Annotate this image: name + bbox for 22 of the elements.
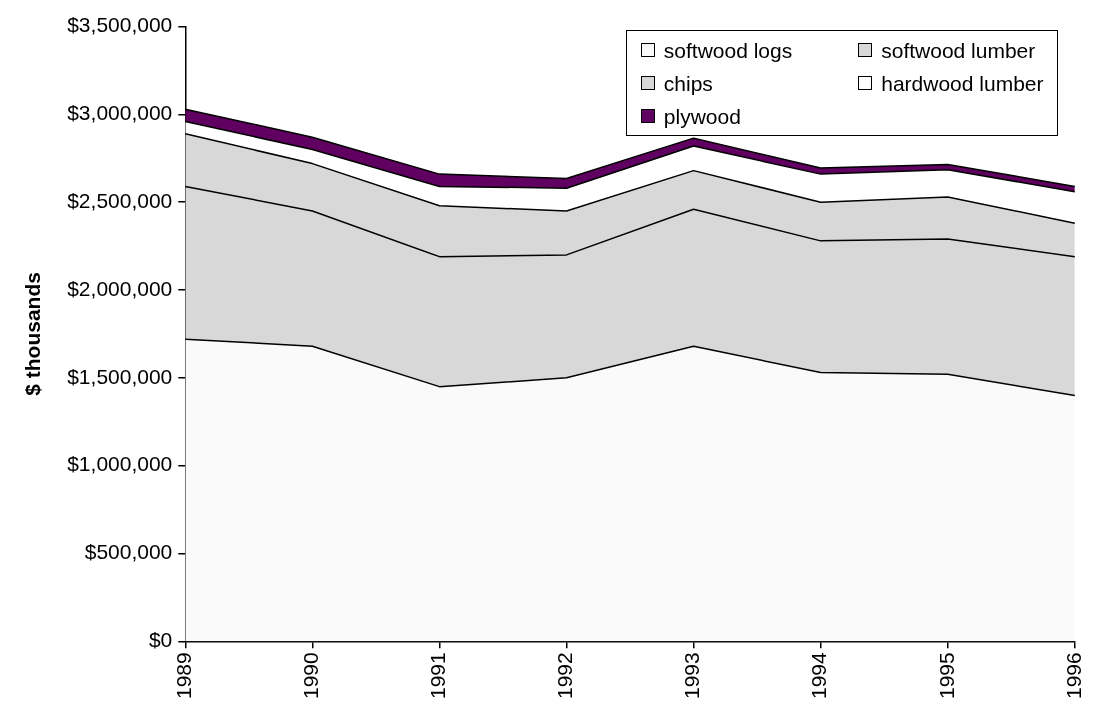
x-tick-label: 1991 bbox=[426, 652, 450, 699]
x-tick-label: 1996 bbox=[1061, 652, 1085, 699]
y-tick-label: $3,500,000 bbox=[67, 13, 173, 37]
legend-label: softwood lumber bbox=[881, 37, 1036, 64]
x-tick-label: 1993 bbox=[680, 652, 704, 699]
y-tick-label: $2,000,000 bbox=[67, 276, 173, 300]
y-tick-label: $0 bbox=[148, 628, 173, 652]
x-tick-label: 1995 bbox=[934, 652, 958, 699]
y-tick-label: $2,500,000 bbox=[67, 189, 173, 213]
y-tick-label: $500,000 bbox=[84, 540, 173, 564]
x-tick-label: 1989 bbox=[172, 652, 196, 699]
y-tick-label: $1,000,000 bbox=[67, 452, 173, 476]
y-axis-title: $ thousands bbox=[21, 272, 45, 396]
legend-label: hardwood lumber bbox=[881, 70, 1044, 97]
y-tick-label: $3,000,000 bbox=[67, 101, 173, 125]
legend-label: softwood logs bbox=[663, 37, 793, 64]
x-tick-label: 1990 bbox=[299, 652, 323, 699]
x-tick-label: 1992 bbox=[553, 652, 577, 699]
x-tick-label: 1994 bbox=[807, 651, 831, 699]
legend-label: chips bbox=[663, 70, 713, 97]
y-tick-label: $1,500,000 bbox=[67, 364, 173, 388]
legend-label: plywood bbox=[663, 103, 741, 130]
